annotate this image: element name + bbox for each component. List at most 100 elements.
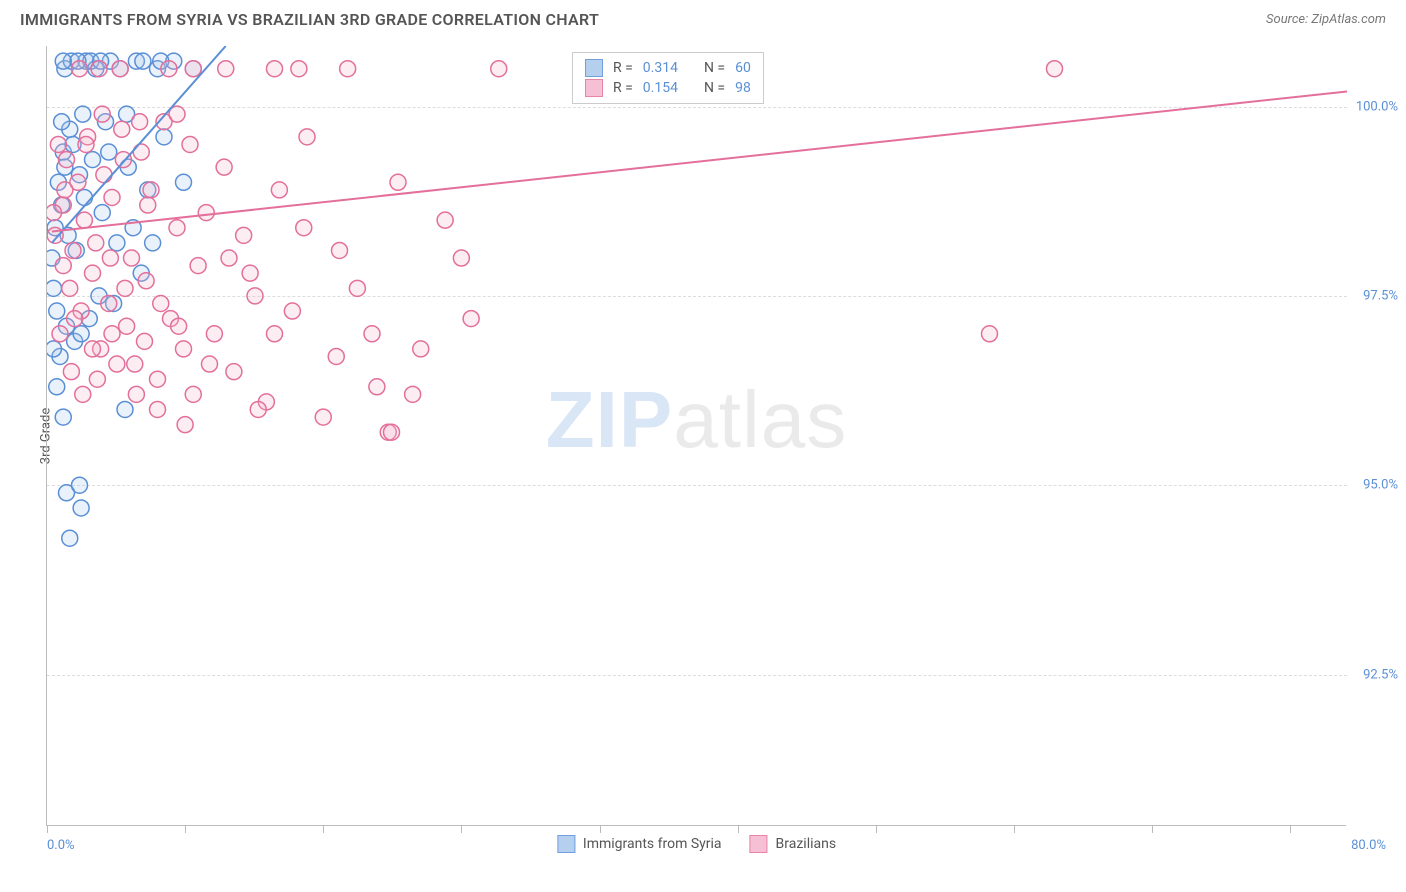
chart-container: 3rd Grade ZIPatlas 92.5%95.0%97.5%100.0%… (46, 46, 1386, 826)
scatter-point-syria (55, 53, 71, 69)
scatter-point-brazil (267, 326, 283, 342)
scatter-point-syria (156, 129, 172, 145)
scatter-point-syria (73, 326, 89, 342)
scatter-point-syria (47, 341, 62, 357)
x-tick (47, 825, 48, 833)
scatter-point-brazil (132, 114, 148, 130)
scatter-point-brazil (190, 258, 206, 274)
scatter-point-brazil (198, 205, 214, 221)
r-value-brazil: 0.154 (643, 80, 678, 96)
scatter-point-brazil (72, 61, 88, 77)
scatter-point-brazil (390, 174, 406, 190)
scatter-point-brazil (78, 136, 94, 152)
legend-stats-row-syria: R = 0.314 N = 60 (585, 58, 751, 78)
x-tick (1290, 825, 1291, 833)
scatter-point-syria (135, 53, 151, 69)
scatter-point-brazil (221, 250, 237, 266)
legend-swatch-syria (585, 59, 603, 77)
n-value-syria: 60 (735, 60, 751, 76)
scatter-point-brazil (463, 311, 479, 327)
scatter-point-brazil (102, 250, 118, 266)
x-tick (185, 825, 186, 833)
scatter-point-brazil (413, 341, 429, 357)
scatter-point-syria (117, 401, 133, 417)
legend-swatch-brazil (585, 79, 603, 97)
scatter-point-brazil (85, 341, 101, 357)
scatter-point-brazil (405, 386, 421, 402)
r-value-syria: 0.314 (643, 60, 678, 76)
scatter-point-brazil (216, 159, 232, 175)
scatter-point-syria (101, 144, 117, 160)
legend-item-brazil: Brazilians (750, 835, 837, 853)
scatter-point-brazil (124, 250, 140, 266)
chart-svg (47, 46, 1347, 826)
scatter-point-brazil (114, 121, 130, 137)
scatter-point-brazil (94, 106, 110, 122)
scatter-point-brazil (143, 182, 159, 198)
scatter-point-syria (54, 114, 70, 130)
r-label: R = (613, 80, 633, 96)
chart-title: IMMIGRANTS FROM SYRIA VS BRAZILIAN 3RD G… (20, 10, 599, 29)
x-tick (600, 825, 601, 833)
scatter-point-brazil (127, 356, 143, 372)
scatter-point-syria (73, 500, 89, 516)
scatter-point-brazil (76, 212, 92, 228)
x-tick (1014, 825, 1015, 833)
scatter-point-brazil (171, 318, 187, 334)
legend-stats: R = 0.314 N = 60 R = 0.154 N = 98 (572, 52, 764, 104)
scatter-point-brazil (247, 288, 263, 304)
scatter-point-brazil (65, 242, 81, 258)
legend-bottom: Immigrants from Syria Brazilians (557, 835, 836, 853)
regression-line-brazil (52, 91, 1347, 231)
scatter-point-brazil (250, 401, 266, 417)
scatter-point-brazil (67, 311, 83, 327)
scatter-point-brazil (369, 379, 385, 395)
scatter-point-brazil (169, 220, 185, 236)
scatter-point-brazil (91, 61, 107, 77)
x-tick (738, 825, 739, 833)
scatter-point-brazil (202, 356, 218, 372)
scatter-point-brazil (315, 409, 331, 425)
x-axis-min-label: 0.0% (47, 838, 75, 853)
scatter-point-syria (47, 280, 62, 296)
scatter-point-brazil (115, 152, 131, 168)
scatter-point-syria (55, 409, 71, 425)
scatter-point-syria (94, 205, 110, 221)
scatter-point-brazil (112, 61, 128, 77)
scatter-point-brazil (453, 250, 469, 266)
scatter-point-brazil (340, 61, 356, 77)
scatter-point-brazil (291, 61, 307, 77)
scatter-point-brazil (491, 61, 507, 77)
scatter-point-brazil (364, 326, 380, 342)
scatter-point-brazil (349, 280, 365, 296)
y-tick-label: 97.5% (1363, 288, 1398, 303)
scatter-point-brazil (332, 242, 348, 258)
scatter-point-syria (62, 530, 78, 546)
scatter-point-brazil (206, 326, 222, 342)
scatter-point-syria (75, 106, 91, 122)
x-tick (461, 825, 462, 833)
scatter-point-brazil (177, 417, 193, 433)
n-label: N = (704, 60, 725, 76)
x-tick (1152, 825, 1153, 833)
scatter-point-brazil (242, 265, 258, 281)
scatter-point-brazil (384, 424, 400, 440)
scatter-point-brazil (75, 386, 91, 402)
scatter-point-syria (49, 303, 65, 319)
scatter-point-brazil (271, 182, 287, 198)
y-tick-label: 95.0% (1363, 478, 1398, 493)
scatter-point-brazil (63, 364, 79, 380)
scatter-point-syria (85, 152, 101, 168)
scatter-point-brazil (96, 167, 112, 183)
scatter-point-brazil (284, 303, 300, 319)
scatter-point-brazil (236, 227, 252, 243)
scatter-point-brazil (218, 61, 234, 77)
scatter-point-brazil (176, 341, 192, 357)
scatter-point-brazil (55, 258, 71, 274)
n-label: N = (704, 80, 725, 96)
scatter-point-brazil (140, 197, 156, 213)
scatter-point-syria (145, 235, 161, 251)
r-label: R = (613, 60, 633, 76)
x-tick (876, 825, 877, 833)
scatter-point-brazil (119, 318, 135, 334)
